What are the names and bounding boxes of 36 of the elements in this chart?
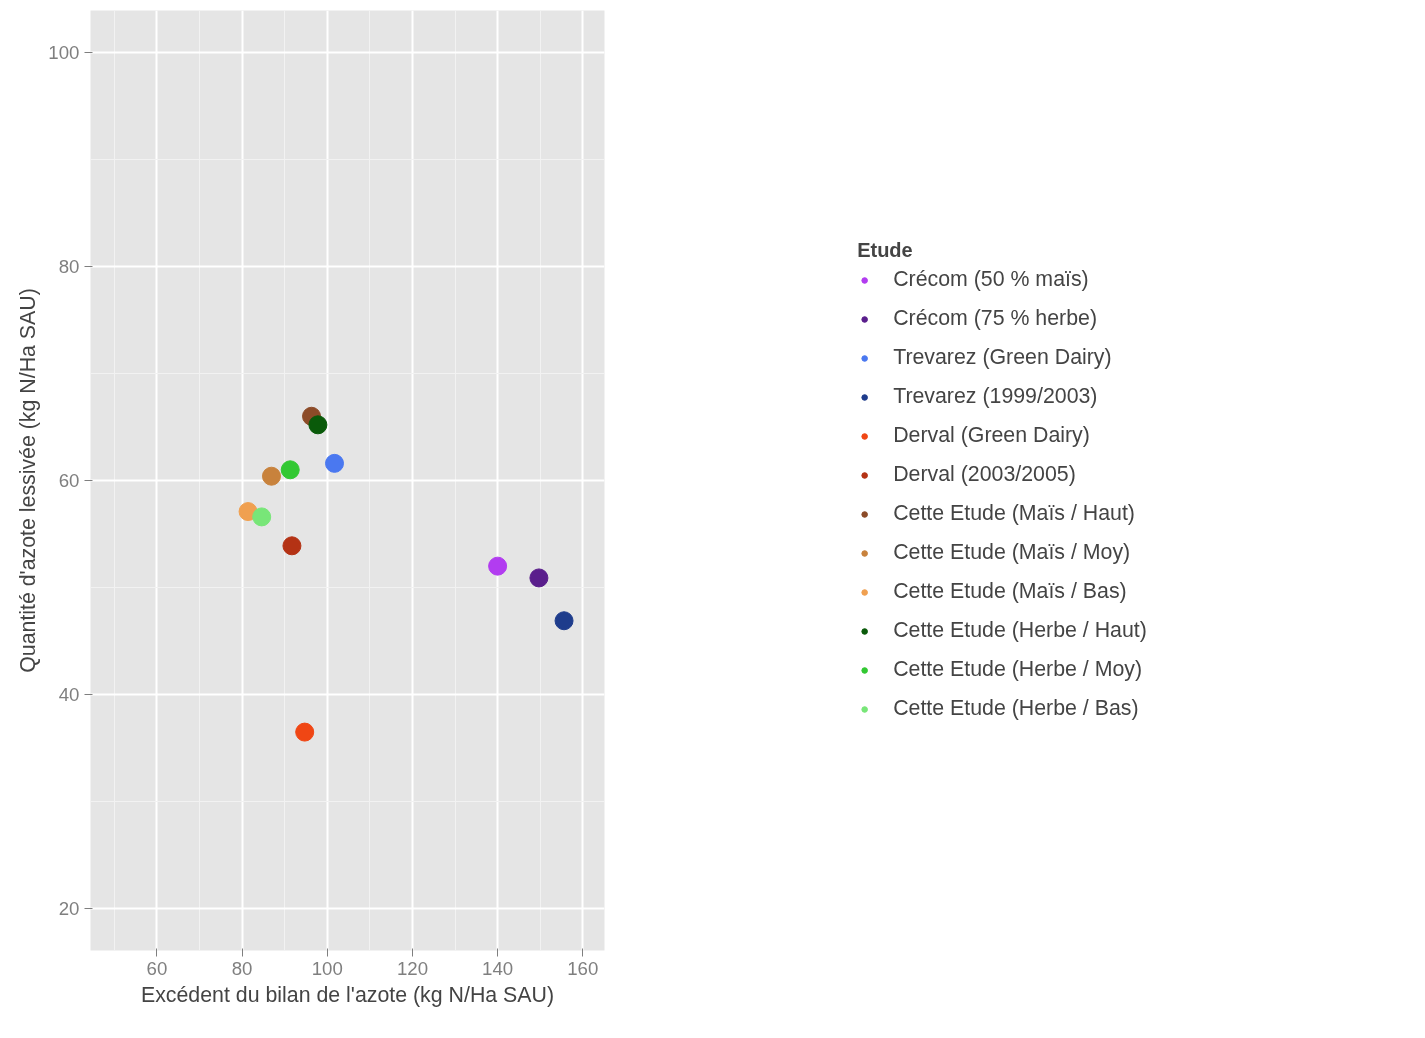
y-tick-label: 60 xyxy=(58,470,80,491)
legend-label: Cette Etude (Maïs / Haut) xyxy=(893,501,1135,526)
legend-label: Trevarez (1999/2003) xyxy=(893,384,1098,409)
legend-label: Derval (Green Dairy) xyxy=(893,423,1090,448)
point xyxy=(308,415,328,435)
x-tick-label: 160 xyxy=(567,957,599,979)
point xyxy=(252,507,272,527)
point xyxy=(488,556,508,576)
legend-label: Crécom (50 % maïs) xyxy=(893,267,1089,292)
point xyxy=(295,722,315,742)
x-tick-label: 120 xyxy=(396,957,429,979)
point xyxy=(529,568,549,588)
legend-label: Crécom (75 % herbe) xyxy=(893,306,1098,331)
legend-label: Derval (2003/2005) xyxy=(893,462,1076,487)
y-axis-title: Quantité d'azote lessivée (kg N/Ha SAU) xyxy=(16,288,41,673)
x-tick-label: 60 xyxy=(146,957,168,979)
legend-label: Cette Etude (Maïs / Bas) xyxy=(893,579,1127,604)
legend-label: Cette Etude (Herbe / Moy) xyxy=(893,657,1143,682)
x-tick-label: 100 xyxy=(311,957,343,979)
point xyxy=(282,536,302,556)
y-tick-label: 40 xyxy=(58,684,80,706)
point xyxy=(261,466,281,486)
legend-label: Cette Etude (Herbe / Bas) xyxy=(893,696,1139,721)
legend-label: Cette Etude (Maïs / Moy) xyxy=(893,540,1131,565)
y-tick-label: 80 xyxy=(58,255,80,277)
legend-label: Trevarez (Green Dairy) xyxy=(893,345,1112,370)
x-tick-label: 140 xyxy=(482,957,514,979)
point xyxy=(554,611,574,631)
y-tick-label: 100 xyxy=(48,41,80,63)
point xyxy=(280,460,300,480)
x-tick-label: 80 xyxy=(231,957,253,979)
legend-title: Etude xyxy=(857,239,914,262)
x-axis-title: Excédent du bilan de l'azote (kg N/Ha SAU) xyxy=(140,982,555,1007)
point xyxy=(325,453,345,473)
legend-label: Cette Etude (Herbe / Haut) xyxy=(893,618,1147,643)
y-tick-label: 20 xyxy=(58,898,80,920)
